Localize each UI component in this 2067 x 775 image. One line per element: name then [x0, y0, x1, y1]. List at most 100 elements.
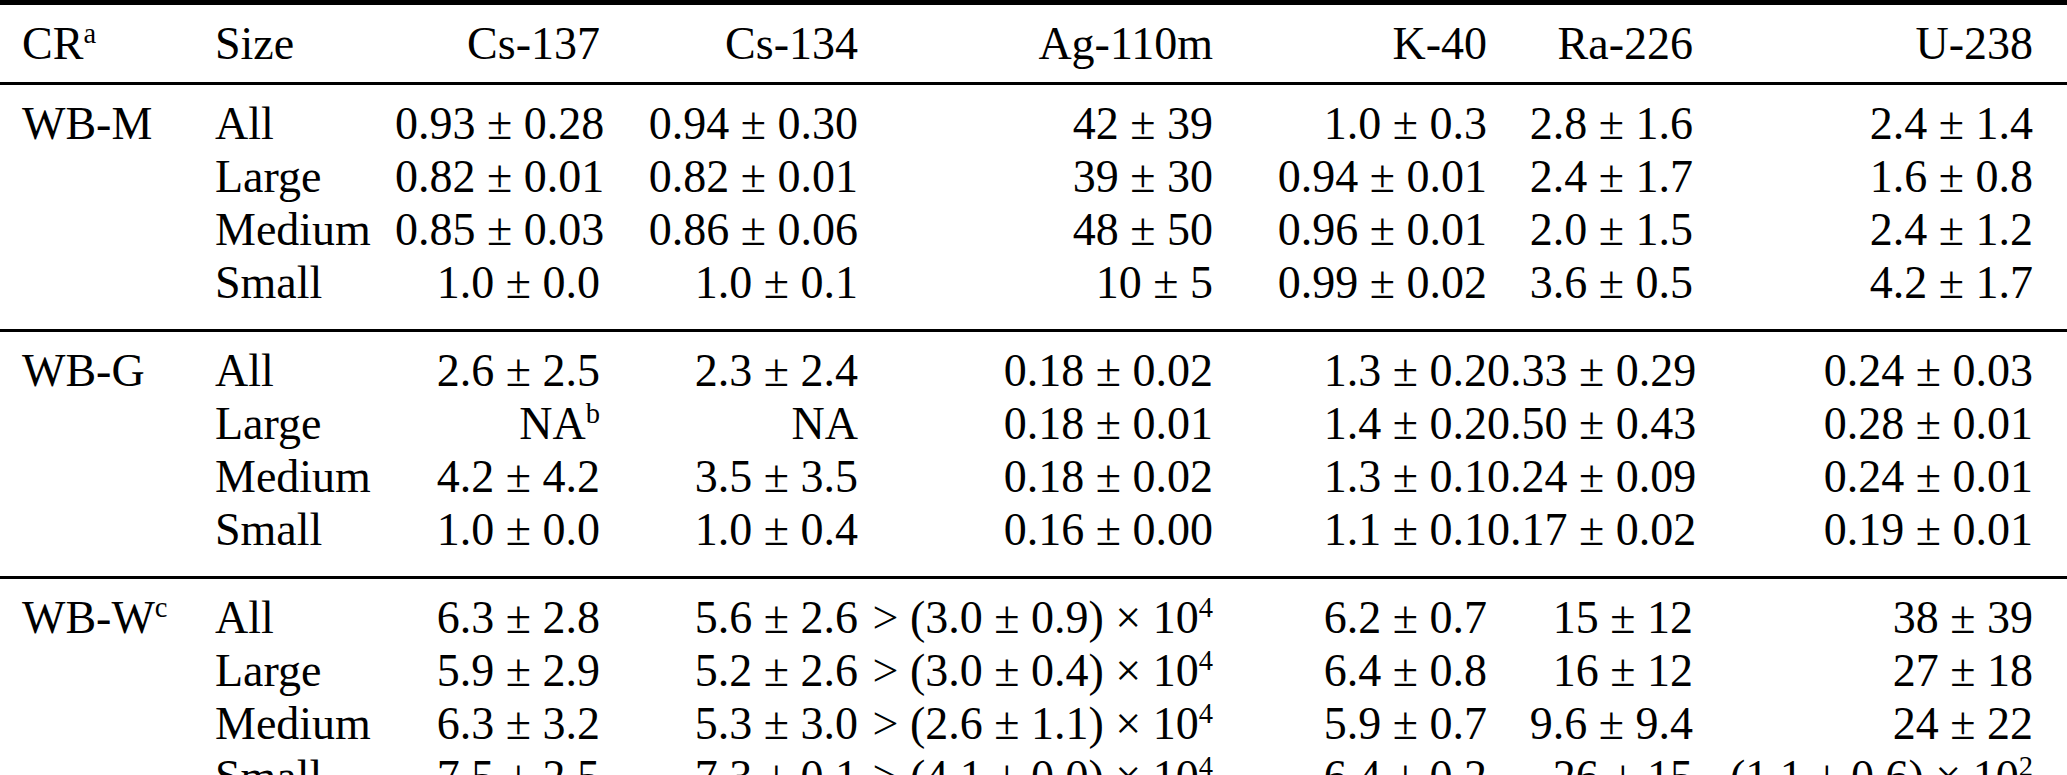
- column-header-u-238: U-238: [1693, 3, 2067, 84]
- column-header-size: Size: [215, 3, 395, 84]
- value-cell: 1.0 ± 0.1: [600, 256, 858, 331]
- cr-cell: WB-M: [0, 84, 215, 151]
- value-cell: 0.50 ± 0.43: [1487, 397, 1693, 450]
- value-cell: 0.82 ± 0.01: [395, 150, 600, 203]
- column-header-cs-137: Cs-137: [395, 3, 600, 84]
- value-cell: 7.3 ± 0.1: [600, 750, 858, 775]
- value-cell: > (4.1 ± 0.0) × 104: [858, 750, 1213, 775]
- value-cell: 4.2 ± 4.2: [395, 450, 600, 503]
- table-header: CRa Size Cs-137 Cs-134 Ag-110m K-40 Ra-2…: [0, 3, 2067, 84]
- value-cell: 4.2 ± 1.7: [1693, 256, 2067, 331]
- size-cell: All: [215, 84, 395, 151]
- value-cell: 2.6 ± 2.5: [395, 331, 600, 398]
- value-cell: 0.86 ± 0.06: [600, 203, 858, 256]
- size-cell: Large: [215, 397, 395, 450]
- value-cell: 48 ± 50: [858, 203, 1213, 256]
- value-cell: 0.24 ± 0.01: [1693, 450, 2067, 503]
- value-cell: 7.5 ± 2.5: [395, 750, 600, 775]
- table-row: WB-Wc All 6.3 ± 2.8 5.6 ± 2.6 > (3.0 ± 0…: [0, 578, 2067, 645]
- value-cell: 2.4 ± 1.4: [1693, 84, 2067, 151]
- value-cell: 5.2 ± 2.6: [600, 644, 858, 697]
- size-cell: Medium: [215, 697, 395, 750]
- value-cell: 0.19 ± 0.01: [1693, 503, 2067, 578]
- value-cell: 0.17 ± 0.02: [1487, 503, 1693, 578]
- value-cell: NA: [600, 397, 858, 450]
- value-cell: 0.33 ± 0.29: [1487, 331, 1693, 398]
- table-row: WB-M All 0.93 ± 0.28 0.94 ± 0.30 42 ± 39…: [0, 84, 2067, 151]
- paper-table-page: CRa Size Cs-137 Cs-134 Ag-110m K-40 Ra-2…: [0, 0, 2067, 775]
- cr-cell: WB-Wc: [0, 578, 215, 645]
- size-cell: All: [215, 578, 395, 645]
- value-cell: 0.24 ± 0.03: [1693, 331, 2067, 398]
- value-cell: 1.0 ± 0.0: [395, 503, 600, 578]
- table-row: Medium 0.85 ± 0.03 0.86 ± 0.06 48 ± 50 0…: [0, 203, 2067, 256]
- value-cell: 0.18 ± 0.02: [858, 331, 1213, 398]
- size-cell: Small: [215, 256, 395, 331]
- value-cell: NAb: [395, 397, 600, 450]
- cr-cell: [0, 150, 215, 203]
- value-cell: > (3.0 ± 0.9) × 104: [858, 578, 1213, 645]
- value-cell: > (2.6 ± 1.1) × 104: [858, 697, 1213, 750]
- concentration-ratio-table: CRa Size Cs-137 Cs-134 Ag-110m K-40 Ra-2…: [0, 0, 2067, 775]
- value-cell: 0.94 ± 0.01: [1213, 150, 1487, 203]
- table-row: Medium 6.3 ± 3.2 5.3 ± 3.0 > (2.6 ± 1.1)…: [0, 697, 2067, 750]
- cr-cell: [0, 697, 215, 750]
- value-cell: 27 ± 18: [1693, 644, 2067, 697]
- table-row: Small 1.0 ± 0.0 1.0 ± 0.1 10 ± 5 0.99 ± …: [0, 256, 2067, 331]
- size-cell: Small: [215, 503, 395, 578]
- value-cell: 1.4 ± 0.2: [1213, 397, 1487, 450]
- column-header-cs-134: Cs-134: [600, 3, 858, 84]
- value-cell: 24 ± 22: [1693, 697, 2067, 750]
- table-row: Large 0.82 ± 0.01 0.82 ± 0.01 39 ± 30 0.…: [0, 150, 2067, 203]
- value-cell: 0.82 ± 0.01: [600, 150, 858, 203]
- size-cell: Medium: [215, 203, 395, 256]
- table-row: Large 5.9 ± 2.9 5.2 ± 2.6 > (3.0 ± 0.4) …: [0, 644, 2067, 697]
- value-cell: 16 ± 12: [1487, 644, 1693, 697]
- cr-cell: [0, 203, 215, 256]
- value-cell: 26 ± 15: [1487, 750, 1693, 775]
- cr-cell: WB-G: [0, 331, 215, 398]
- group-wb-w: WB-Wc All 6.3 ± 2.8 5.6 ± 2.6 > (3.0 ± 0…: [0, 578, 2067, 775]
- value-cell: 2.8 ± 1.6: [1487, 84, 1693, 151]
- value-cell: 3.6 ± 0.5: [1487, 256, 1693, 331]
- group-wb-m: WB-M All 0.93 ± 0.28 0.94 ± 0.30 42 ± 39…: [0, 84, 2067, 331]
- table-row: Large NAb NA 0.18 ± 0.01 1.4 ± 0.2 0.50 …: [0, 397, 2067, 450]
- value-cell: 0.24 ± 0.09: [1487, 450, 1693, 503]
- value-cell: 1.0 ± 0.4: [600, 503, 858, 578]
- value-cell: 0.93 ± 0.28: [395, 84, 600, 151]
- size-cell: Small: [215, 750, 395, 775]
- column-header-ag-110m: Ag-110m: [858, 3, 1213, 84]
- value-cell: 2.3 ± 2.4: [600, 331, 858, 398]
- table-row: WB-G All 2.6 ± 2.5 2.3 ± 2.4 0.18 ± 0.02…: [0, 331, 2067, 398]
- value-cell: 1.3 ± 0.1: [1213, 450, 1487, 503]
- value-cell: 2.0 ± 1.5: [1487, 203, 1693, 256]
- value-cell: 2.4 ± 1.7: [1487, 150, 1693, 203]
- size-cell: Large: [215, 150, 395, 203]
- value-cell: 0.18 ± 0.02: [858, 450, 1213, 503]
- value-cell: 2.4 ± 1.2: [1693, 203, 2067, 256]
- value-cell: > (3.0 ± 0.4) × 104: [858, 644, 1213, 697]
- table-row: Medium 4.2 ± 4.2 3.5 ± 3.5 0.18 ± 0.02 1…: [0, 450, 2067, 503]
- value-cell: 1.0 ± 0.0: [395, 256, 600, 331]
- table-row: Small 7.5 ± 2.5 7.3 ± 0.1 > (4.1 ± 0.0) …: [0, 750, 2067, 775]
- value-cell: 1.0 ± 0.3: [1213, 84, 1487, 151]
- value-cell: 6.4 ± 0.2: [1213, 750, 1487, 775]
- value-cell: (1.1 ± 0.6) × 102: [1693, 750, 2067, 775]
- value-cell: 15 ± 12: [1487, 578, 1693, 645]
- value-cell: 39 ± 30: [858, 150, 1213, 203]
- value-cell: 3.5 ± 3.5: [600, 450, 858, 503]
- value-cell: 0.18 ± 0.01: [858, 397, 1213, 450]
- value-cell: 6.2 ± 0.7: [1213, 578, 1487, 645]
- value-cell: 1.1 ± 0.1: [1213, 503, 1487, 578]
- value-cell: 42 ± 39: [858, 84, 1213, 151]
- value-cell: 0.16 ± 0.00: [858, 503, 1213, 578]
- value-cell: 0.28 ± 0.01: [1693, 397, 2067, 450]
- value-cell: 5.6 ± 2.6: [600, 578, 858, 645]
- cr-cell: [0, 750, 215, 775]
- value-cell: 5.9 ± 0.7: [1213, 697, 1487, 750]
- size-cell: Medium: [215, 450, 395, 503]
- value-cell: 0.99 ± 0.02: [1213, 256, 1487, 331]
- group-wb-g: WB-G All 2.6 ± 2.5 2.3 ± 2.4 0.18 ± 0.02…: [0, 331, 2067, 578]
- value-cell: 9.6 ± 9.4: [1487, 697, 1693, 750]
- value-cell: 0.85 ± 0.03: [395, 203, 600, 256]
